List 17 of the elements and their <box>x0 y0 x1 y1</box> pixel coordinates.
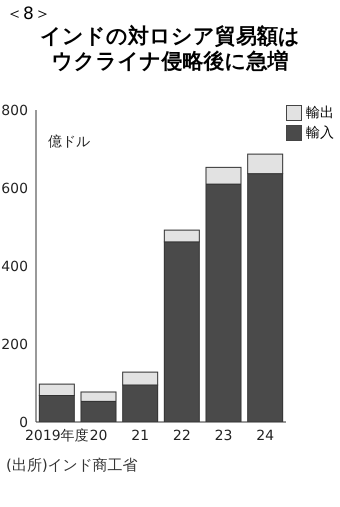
x-tick-label: 24 <box>256 428 274 444</box>
legend-label: 輸入 <box>306 124 334 142</box>
y-axis-title: 億ドル <box>48 134 90 150</box>
x-tick-label: 20 <box>90 428 108 444</box>
y-tick-label: 400 <box>1 258 28 275</box>
y-tick-label: 0 <box>19 414 28 431</box>
y-tick-label: 800 <box>1 102 28 119</box>
x-tick-label: 21 <box>131 428 150 444</box>
y-tick-label: 600 <box>1 180 28 197</box>
y-tick-label: 200 <box>1 336 28 353</box>
x-tick-label: 22 <box>172 428 191 444</box>
legend-label: 輸出 <box>306 104 334 122</box>
text: ＜8＞ <box>6 3 51 25</box>
text: (出所)インド商工省 <box>6 456 138 475</box>
x-tick-label: 2019年度 <box>25 428 89 444</box>
chart-title: インドの対ロシア貿易額はウクライナ侵略後に急増 <box>39 24 301 74</box>
x-tick-label: 23 <box>214 428 232 444</box>
